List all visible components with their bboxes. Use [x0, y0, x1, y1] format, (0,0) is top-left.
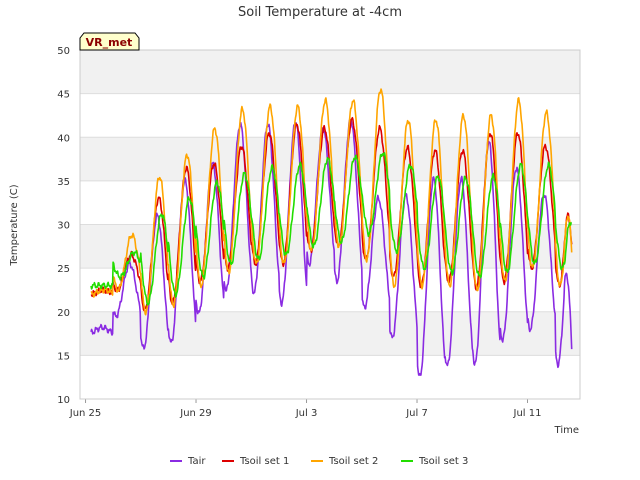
series-line: [90, 116, 573, 312]
y-tick-label: 10: [57, 395, 70, 406]
legend-label: Tsoil set 2: [328, 456, 378, 467]
legend-label: Tsoil set 3: [418, 456, 468, 467]
series-layer: [90, 88, 573, 376]
legend: Tair Tsoil set 1 Tsoil set 2 Tsoil set 3: [170, 456, 468, 467]
y-tick-label: 35: [57, 177, 70, 188]
series-line: [90, 152, 573, 306]
legend-item: Tair: [170, 456, 206, 467]
plot-frame: [79, 49, 581, 400]
x-tick-label: Jul 11: [513, 408, 542, 419]
legend-item: Tsoil set 2: [311, 456, 378, 467]
grid-band: [80, 311, 580, 356]
x-tick-label: Jul 7: [405, 408, 428, 419]
legend-item: Tsoil set 3: [401, 456, 468, 467]
y-tick-label: 40: [57, 133, 70, 144]
y-axis-label: Temperature (C): [9, 184, 20, 266]
x-axis: Jun 25 Jun 29 Jul 3 Jul 7 Jul 11: [69, 399, 542, 419]
chart-title: Soil Temperature at -4cm: [238, 5, 402, 20]
x-axis-label: Time: [554, 425, 579, 436]
y-tick-label: 20: [57, 308, 70, 319]
station-badge-label: VR_met: [86, 36, 133, 49]
legend-label: Tair: [187, 456, 206, 467]
y-axis: 10 15 20 25 30 35 40 45 50: [57, 46, 70, 406]
grid-band: [80, 355, 580, 399]
legend-label: Tsoil set 1: [239, 456, 289, 467]
station-badge: VR_met: [79, 32, 140, 51]
x-tick-label: Jul 3: [295, 408, 318, 419]
x-tick-label: Jun 29: [179, 408, 212, 419]
y-tick-label: 15: [57, 351, 70, 362]
x-tick-label: Jun 25: [69, 408, 102, 419]
series-line: [90, 119, 573, 376]
grid-band: [80, 50, 580, 94]
y-tick-label: 50: [57, 46, 70, 57]
legend-item: Tsoil set 1: [222, 456, 289, 467]
series-line: [90, 88, 573, 316]
y-tick-label: 30: [57, 221, 70, 232]
y-tick-label: 45: [57, 90, 70, 101]
y-tick-label: 25: [57, 264, 70, 275]
station-badge-box: [79, 32, 140, 51]
